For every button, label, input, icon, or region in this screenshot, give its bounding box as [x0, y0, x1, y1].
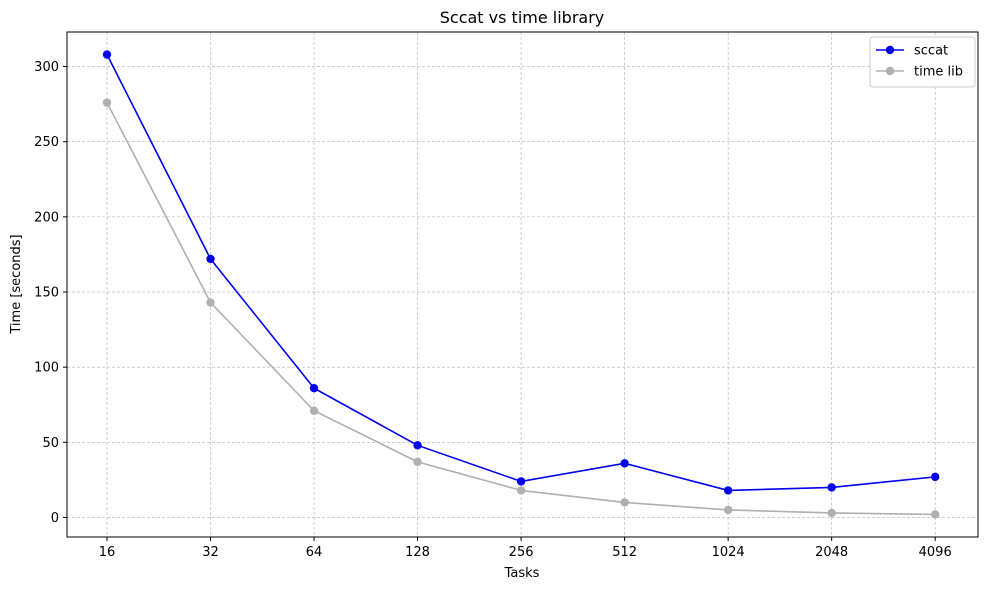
y-tick-label: 50 [42, 436, 59, 451]
data-point [930, 472, 940, 482]
y-tick-label: 150 [34, 286, 59, 301]
data-point [516, 486, 526, 495]
data-point [309, 406, 319, 415]
data-point [309, 384, 319, 393]
axes: 16 32 64 128 256 512 1024 2048 4096 0 50 100 150 200 2… [34, 60, 952, 560]
legend-label: time lib [914, 65, 963, 80]
x-tick-label: 32 [202, 545, 219, 560]
data-point [206, 254, 215, 264]
data-point [516, 477, 526, 486]
x-tick-label: 4096 [919, 545, 952, 560]
legend-marker [885, 45, 895, 55]
data-point [723, 505, 733, 515]
y-tick-label: 300 [34, 60, 59, 75]
x-tick-label: 128 [405, 545, 430, 560]
series-time-lib [102, 98, 940, 519]
data-point [827, 483, 836, 492]
x-tick-label: 256 [509, 545, 534, 560]
data-point [413, 441, 422, 450]
y-tick-label: 100 [34, 361, 59, 376]
plot-frame [66, 31, 979, 538]
x-tick-label: 1024 [712, 545, 745, 560]
x-tick-label: 16 [99, 545, 116, 560]
x-tick-label: 512 [612, 545, 637, 560]
x-tick-label: 2048 [815, 545, 848, 560]
grid [67, 32, 978, 537]
legend-label: sccat [914, 44, 948, 59]
data-point [620, 459, 629, 468]
legend-entry: sccat [876, 44, 948, 59]
data-point [413, 457, 422, 467]
chart-title: Sccat vs time library [440, 8, 605, 27]
x-tick-label: 64 [306, 545, 323, 560]
x-axis-label: Tasks [504, 566, 540, 581]
legend-marker [885, 66, 895, 76]
data-point [102, 50, 112, 59]
series-group [102, 50, 940, 519]
data-point [102, 98, 112, 107]
series-sccat [102, 50, 940, 495]
legend: sccat time lib [869, 36, 976, 88]
legend-entry: time lib [876, 65, 963, 80]
data-point [206, 298, 215, 307]
data-point [620, 498, 629, 507]
y-axis-label: Time [seconds] [9, 234, 24, 334]
data-point [723, 486, 733, 495]
y-tick-label: 0 [51, 511, 59, 526]
data-point [827, 508, 836, 518]
data-point [930, 510, 940, 519]
y-tick-label: 200 [34, 210, 59, 225]
y-tick-label: 250 [34, 135, 59, 150]
